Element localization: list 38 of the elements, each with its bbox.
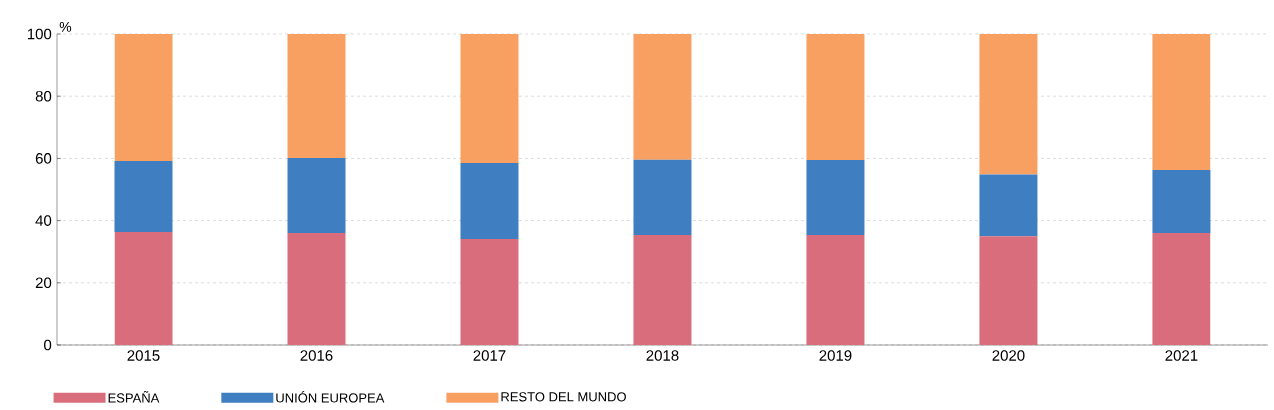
legend-label: UNIÓN EUROPEA: [276, 391, 385, 403]
bar: [979, 34, 1038, 175]
bar: [806, 34, 865, 160]
y-axis-title: %: [59, 21, 72, 32]
bar: [114, 232, 173, 345]
y-tick-label: 60: [35, 153, 52, 164]
bar: [806, 159, 865, 235]
bar: [633, 234, 692, 345]
x-tick-label: 2020: [992, 350, 1025, 361]
legend-label: ESPAÑA: [108, 391, 160, 403]
bar: [460, 34, 519, 164]
x-tick-label: 2015: [127, 350, 160, 361]
bar: [1152, 34, 1211, 170]
x-tick-label: 2016: [300, 350, 333, 361]
y-tick-label: 80: [35, 90, 52, 102]
x-tick-label: 2017: [473, 350, 506, 361]
bar: [806, 234, 865, 345]
bar: [287, 233, 346, 345]
bar: [979, 236, 1038, 345]
bar: [633, 34, 692, 160]
bar: [460, 238, 519, 345]
bar: [979, 174, 1038, 237]
x-tick-label: 2021: [1165, 350, 1198, 361]
legend-label: RESTO DEL MUNDO: [501, 392, 626, 402]
y-tick-label: 100: [27, 28, 52, 40]
bar: [287, 34, 346, 159]
y-tick-label: 20: [35, 277, 52, 289]
y-tick-label: 0: [44, 339, 52, 351]
bar: [1152, 169, 1211, 234]
bar: [114, 160, 173, 233]
x-tick-label: 2019: [819, 350, 852, 361]
bar: [633, 159, 692, 235]
y-tick-label: 40: [35, 215, 52, 226]
bar: [460, 163, 519, 239]
bar: [114, 34, 173, 161]
bar: [287, 158, 346, 234]
x-tick-label: 2018: [646, 350, 679, 361]
bar: [1152, 233, 1211, 345]
